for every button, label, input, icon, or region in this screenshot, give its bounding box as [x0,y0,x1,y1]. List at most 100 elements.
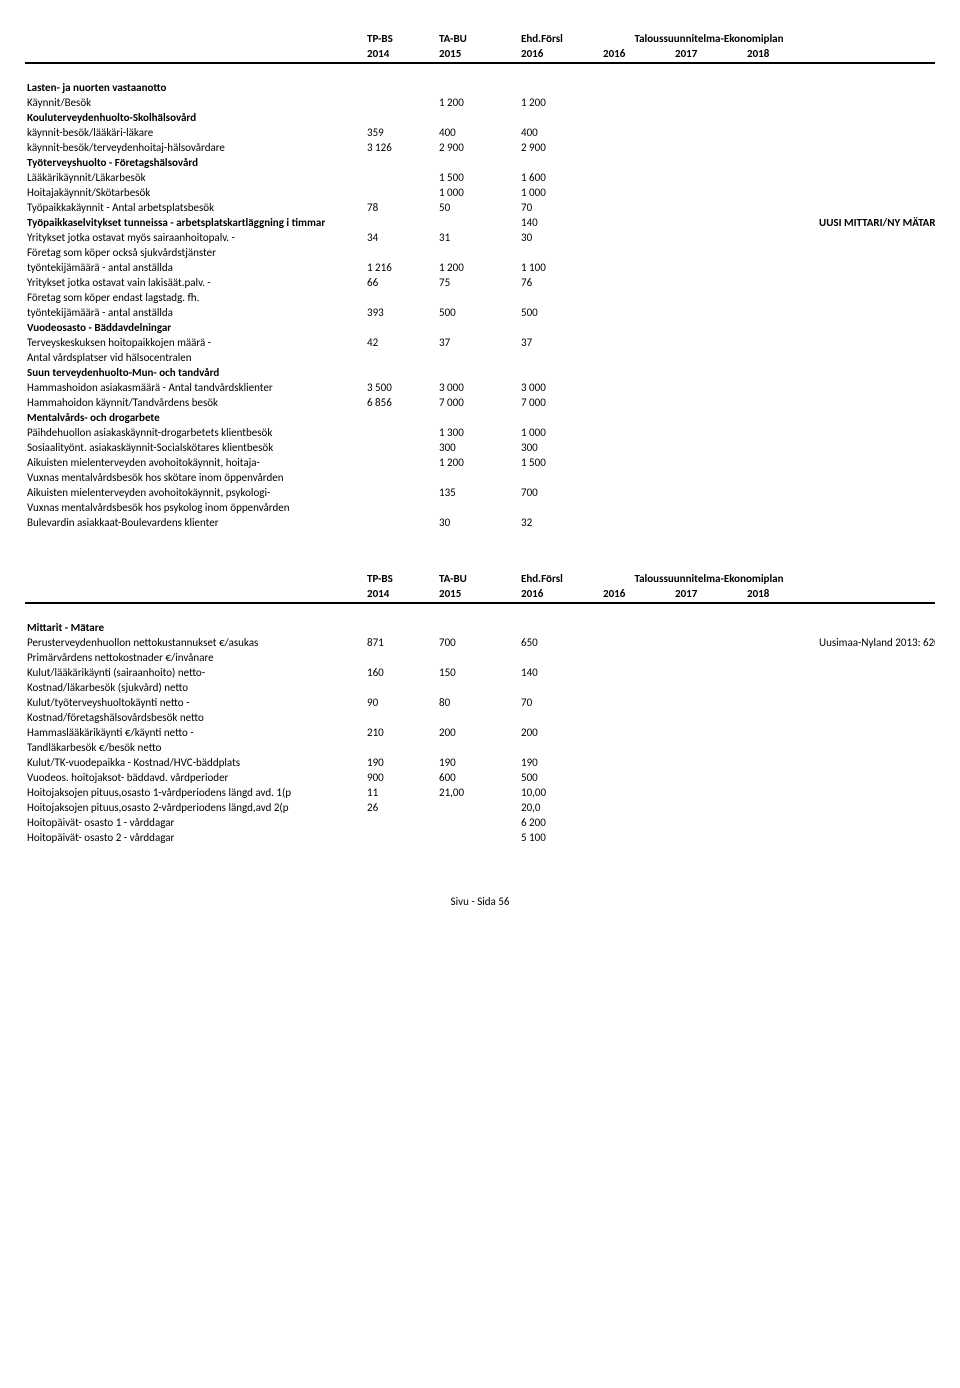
hdr-y6: 2018 [745,586,817,603]
cell-value: 200 [437,725,509,740]
header-row-2: 2014 2015 2016 2016 2017 2018 [25,586,935,603]
cell-value: 1 200 [437,260,509,275]
table-row: Vuodeos. hoitojaksot- bäddavd. vårdperio… [25,770,935,785]
cell-value: 76 [519,275,591,290]
table-row: Työpaikkaselvitykset tunneissa - arbetsp… [25,215,935,230]
cell-label: Työpaikkakäynnit - Antal arbetsplatsbesö… [25,200,365,215]
cell-label: Lasten- ja nuorten vastaanotto [25,80,365,95]
cell-value: 66 [365,275,437,290]
header-row-1: TP-BS TA-BU Ehd.Försl Taloussuunnitelma-… [25,30,935,46]
cell-label: Perusterveydenhuollon nettokustannukset … [25,635,365,650]
cell-label: Hoitojaksojen pituus,osasto 2-vårdperiod… [25,800,365,815]
table-row: Vuxnas mentalvårdsbesök hos psykolog ino… [25,500,935,515]
cell-label: Antal vårdsplatser vid hälsocentralen [25,350,365,365]
cell-label: Vuodeosasto - Bäddavdelningar [25,320,365,335]
cell-value: 1 200 [437,455,509,470]
hdr-c2: TA-BU [437,30,509,46]
cell-value: 1 200 [437,95,509,110]
table-row: Käynnit/Besök1 2001 200 [25,95,935,110]
table-row: Kulut/lääkärikäynti (sairaanhoito) netto… [25,665,935,680]
cell-value: 700 [519,485,591,500]
table-row: Företag som köper också sjukvårdstjänste… [25,245,935,260]
cell-label: Kulut/TK-vuodepaikka - Kostnad/HVC-bäddp… [25,755,365,770]
cell-value: 75 [437,275,509,290]
page-footer: Sivu - Sida 56 [25,895,935,908]
table-row: Primärvårdens nettokostnader €/invånare [25,650,935,665]
cell-value: 1 000 [437,185,509,200]
hdr-c1: TP-BS [365,30,437,46]
cell-label: Kouluterveydenhuolto-Skolhälsovård [25,110,365,125]
cell-value: 500 [437,305,509,320]
cell-value: 600 [437,770,509,785]
table-row: Hoitojaksojen pituus,osasto 2-vårdperiod… [25,800,935,815]
cell-value: 700 [437,635,509,650]
hdr-y3: 2016 [519,46,591,63]
cell-label: Aikuisten mielenterveyden avohoitokäynni… [25,485,365,500]
cell-value: 90 [365,695,437,710]
cell-value: 1 000 [519,425,591,440]
cell-value: 1 100 [519,260,591,275]
table-row: Terveyskeskuksen hoitopaikkojen määrä -4… [25,335,935,350]
cell-value: 7 000 [519,395,591,410]
table-row: Suun terveydenhuolto-Mun- och tandvård [25,365,935,380]
table-row: Vuxnas mentalvårdsbesök hos skötare inom… [25,470,935,485]
cell-label: Vuxnas mentalvårdsbesök hos psykolog ino… [25,500,365,515]
cell-value: 26 [365,800,437,815]
table-2: TP-BS TA-BU Ehd.Försl Taloussuunnitelma-… [25,570,935,845]
hdr-y6: 2018 [745,46,817,63]
hdr-y1: 2014 [365,46,437,63]
cell-value: 3 126 [365,140,437,155]
cell-label: Mittarit - Mätare [25,620,365,635]
cell-label: Företag som köper endast lagstadg. fh. [25,290,365,305]
cell-label: Hammashoidon asiakasmäärä - Antal tandvå… [25,380,365,395]
hdr-c1: TP-BS [365,570,437,586]
cell-value: 42 [365,335,437,350]
table-row: Hammaslääkärikäynti €/käynti netto -2102… [25,725,935,740]
table-row: Lasten- ja nuorten vastaanotto [25,80,935,95]
cell-label: Aikuisten mielenterveyden avohoitokäynni… [25,455,365,470]
cell-label: käynnit-besök/lääkäri-läkare [25,125,365,140]
cell-value: 7 000 [437,395,509,410]
cell-label: työntekijämäärä - antal anställda [25,260,365,275]
cell-note: Uusimaa-Nyland 2013: 620 [817,635,935,650]
cell-value: 34 [365,230,437,245]
cell-value: 3 000 [437,380,509,395]
cell-value: 3 000 [519,380,591,395]
table-row: Hammashoidon asiakasmäärä - Antal tandvå… [25,380,935,395]
cell-value: 900 [365,770,437,785]
cell-value: 70 [519,695,591,710]
hdr-c3: Ehd.Försl [519,570,591,586]
table-row: Sosiaalityönt. asiakaskäynnit-Socialsköt… [25,440,935,455]
cell-label: Päihdehuollon asiakaskäynnit-drogarbetet… [25,425,365,440]
cell-value: 400 [437,125,509,140]
cell-value: 80 [437,695,509,710]
table-row: Tandläkarbesök €/besök netto [25,740,935,755]
cell-value: 1 200 [519,95,591,110]
cell-label: Vuodeos. hoitojaksot- bäddavd. vårdperio… [25,770,365,785]
hdr-y3: 2016 [519,586,591,603]
table-row: Vuodeosasto - Bäddavdelningar [25,320,935,335]
cell-value: 30 [519,230,591,245]
cell-value: 1 500 [437,170,509,185]
table-row: Hoitajakäynnit/Skötarbesök1 0001 000 [25,185,935,200]
table-row: Kulut/työterveyshuoltokäynti netto -9080… [25,695,935,710]
cell-value: 393 [365,305,437,320]
cell-label: Kulut/lääkärikäynti (sairaanhoito) netto… [25,665,365,680]
cell-value: 160 [365,665,437,680]
table-row: Lääkärikäynnit/Läkarbesök1 5001 600 [25,170,935,185]
table-row: Perusterveydenhuollon nettokustannukset … [25,635,935,650]
cell-value: 2 900 [519,140,591,155]
cell-label: Yritykset jotka ostavat vain lakisäät.pa… [25,275,365,290]
cell-value: 650 [519,635,591,650]
cell-value: 140 [519,215,591,230]
cell-label: Bulevardin asiakkaat-Boulevardens klient… [25,515,365,530]
cell-value: 210 [365,725,437,740]
cell-value: 1 500 [519,455,591,470]
cell-value: 190 [365,755,437,770]
cell-value: 135 [437,485,509,500]
table-row: Kostnad/företagshälsovårdsbesök netto [25,710,935,725]
cell-value: 21,00 [437,785,509,800]
table-row: Bulevardin asiakkaat-Boulevardens klient… [25,515,935,530]
cell-value: 37 [519,335,591,350]
cell-value: 871 [365,635,437,650]
